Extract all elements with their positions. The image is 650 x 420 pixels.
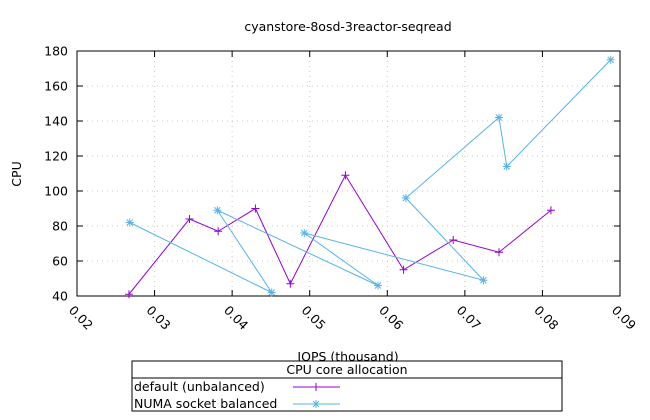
data-point bbox=[449, 236, 458, 244]
plot-frame bbox=[76, 50, 621, 297]
legend-samples bbox=[293, 383, 340, 408]
y-tick-label: 80 bbox=[52, 219, 68, 234]
legend-box bbox=[131, 360, 563, 412]
x-tick-label: 0.05 bbox=[299, 303, 329, 333]
data-point bbox=[286, 279, 295, 288]
data-point bbox=[399, 265, 408, 274]
marker-stroke bbox=[402, 194, 410, 202]
marker-stroke bbox=[126, 219, 134, 226]
data-point bbox=[494, 113, 503, 122]
data-point bbox=[125, 218, 134, 227]
x-tick-label: 0.09 bbox=[609, 303, 639, 333]
y-tick-label: 100 bbox=[44, 184, 68, 199]
series-line bbox=[129, 59, 612, 294]
y-tick-label: 60 bbox=[52, 254, 68, 269]
marker-stroke bbox=[312, 400, 320, 408]
x-tick-label: 0.02 bbox=[66, 303, 96, 333]
x-tick-label: 0.07 bbox=[454, 303, 484, 333]
series-line bbox=[128, 174, 552, 295]
data-point bbox=[502, 162, 511, 171]
data-point bbox=[267, 288, 276, 297]
data-point bbox=[401, 194, 410, 202]
marker-stroke bbox=[268, 289, 276, 296]
x-tick-label: 0.03 bbox=[143, 303, 173, 333]
data-point bbox=[214, 227, 223, 236]
data-point bbox=[300, 229, 309, 237]
data-point bbox=[546, 206, 555, 215]
marker-stroke bbox=[495, 114, 503, 121]
marker-stroke bbox=[480, 276, 487, 284]
y-tick-label: 160 bbox=[44, 79, 68, 94]
chart-title: cyanstore-8osd-3reactor-seqread bbox=[244, 19, 451, 34]
data-point bbox=[341, 171, 350, 180]
marker-stroke bbox=[374, 282, 382, 289]
series-group bbox=[124, 55, 615, 299]
data-point bbox=[373, 281, 382, 290]
data-point bbox=[185, 215, 194, 223]
data-point bbox=[213, 206, 222, 215]
x-tick-label: 0.08 bbox=[531, 303, 561, 333]
legend-sample-marker bbox=[312, 383, 320, 391]
y-tick-label: 180 bbox=[44, 44, 68, 59]
grid-lines bbox=[77, 51, 620, 296]
y-axis-label: CPU bbox=[9, 161, 24, 186]
y-tick-label: 120 bbox=[44, 149, 68, 164]
y-axis-ticks: 40 60 80 100 120 140 160 180 bbox=[44, 44, 620, 304]
marker-stroke bbox=[607, 56, 615, 64]
y-tick-label: 140 bbox=[44, 114, 68, 129]
data-point bbox=[251, 204, 260, 213]
data-point bbox=[124, 290, 133, 299]
marker-stroke bbox=[214, 206, 221, 214]
x-axis-ticks: 0.02 0.03 0.04 0.05 0.06 0.07 0.08 0.09 bbox=[66, 51, 639, 333]
data-point bbox=[606, 55, 615, 64]
x-tick-label: 0.06 bbox=[376, 303, 406, 333]
marker-stroke bbox=[503, 163, 511, 170]
x-tick-label: 0.04 bbox=[221, 303, 251, 333]
data-point bbox=[494, 248, 503, 257]
legend-title: CPU core allocation bbox=[286, 362, 407, 377]
series-1 bbox=[125, 55, 615, 297]
data-point bbox=[479, 276, 488, 285]
x-axis-label: IOPS (thousand) bbox=[297, 349, 398, 364]
series-0 bbox=[124, 171, 555, 299]
legend-label-default: default (unbalanced) bbox=[134, 379, 265, 394]
legend: CPU core allocation default (unbalanced)… bbox=[131, 360, 563, 412]
legend-sample-marker bbox=[312, 400, 320, 408]
legend-label-numa: NUMA socket balanced bbox=[134, 396, 277, 411]
y-tick-label: 40 bbox=[52, 289, 68, 304]
marker-stroke bbox=[300, 229, 308, 237]
